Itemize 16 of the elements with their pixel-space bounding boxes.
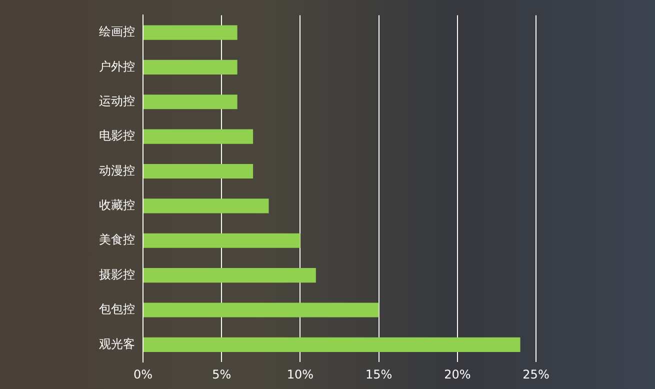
x-tick-label: 20% — [444, 367, 471, 382]
y-tick-label: 户外控 — [99, 59, 135, 74]
y-tick-label: 观光客 — [99, 336, 135, 351]
x-tick-label: 15% — [365, 367, 392, 382]
y-tick-label: 摄影控 — [99, 267, 135, 282]
y-tick-label: 动漫控 — [99, 163, 135, 178]
y-tick-label: 电影控 — [99, 128, 135, 143]
x-tick-label: 5% — [212, 367, 232, 382]
x-tick-label: 25% — [522, 367, 550, 382]
y-tick-label: 美食控 — [99, 232, 135, 247]
y-tick-label: 收藏控 — [99, 198, 135, 212]
y-tick-label: 包包控 — [99, 302, 135, 316]
x-tick-label: 0% — [133, 367, 153, 382]
y-tick-label: 绘画控 — [99, 24, 135, 39]
y-tick-label: 运动控 — [99, 94, 135, 108]
x-tick-label: 10% — [286, 367, 314, 382]
